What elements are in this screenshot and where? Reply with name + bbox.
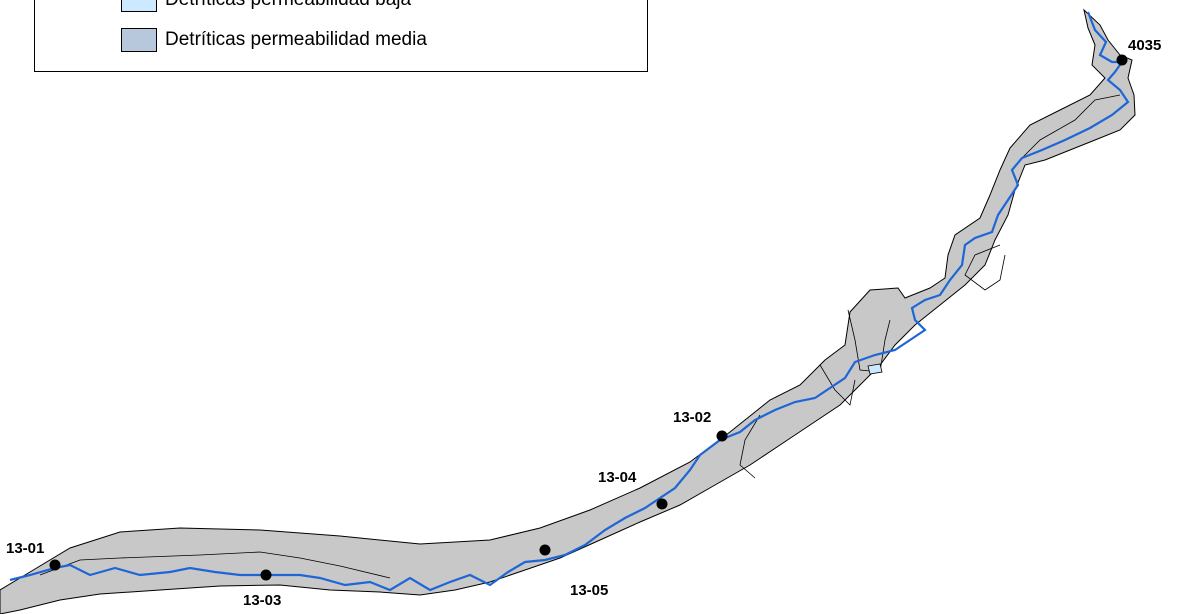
- station-label-13-01: 13-01: [6, 540, 44, 557]
- legend-swatch-low: [121, 0, 157, 12]
- zone-boundaries: [39, 94, 1121, 579]
- station-label-4035: 4035: [1128, 37, 1161, 54]
- legend-label-medium: Detríticas permeabilidad media: [165, 29, 427, 50]
- station-point-13-02: [716, 430, 728, 442]
- aquifer-zone: [0, 8, 1136, 614]
- station-point-4035: [1116, 54, 1128, 66]
- map-legend: Detríticas permeabilidad baja Detríticas…: [34, 0, 648, 72]
- legend-item-medium: Detríticas permeabilidad media: [121, 27, 427, 53]
- legend-item-low: Detríticas permeabilidad baja: [121, 0, 411, 13]
- low-permeability-patch: [867, 363, 883, 375]
- station-point-13-01: [49, 559, 61, 571]
- station-label-13-04: 13-04: [598, 469, 637, 486]
- legend-swatch-medium: [121, 28, 157, 52]
- river: [9, 11, 1130, 592]
- stations: [49, 54, 1128, 581]
- station-label-13-02: 13-02: [673, 409, 711, 426]
- legend-label-low: Detríticas permeabilidad baja: [165, 0, 411, 11]
- station-label-13-03: 13-03: [243, 592, 281, 609]
- station-point-13-05: [539, 544, 551, 556]
- station-label-13-05: 13-05: [570, 582, 608, 599]
- station-point-13-04: [656, 498, 668, 510]
- station-point-13-03: [260, 569, 272, 581]
